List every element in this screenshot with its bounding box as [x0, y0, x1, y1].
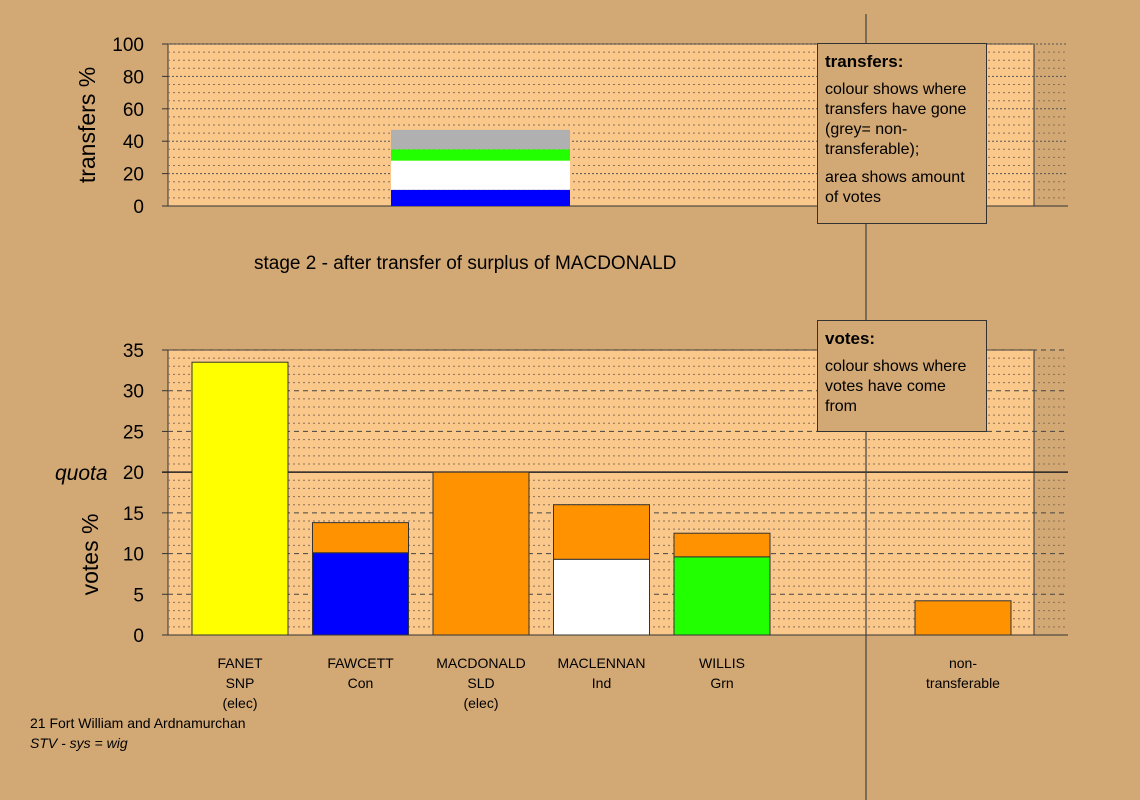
votes-y-tick-label: 30 — [123, 382, 144, 403]
transfers-y-tick-label: 60 — [123, 100, 144, 121]
votes-y-tick-label: 15 — [123, 504, 144, 525]
transfers-y-axis-label: transfers % — [74, 67, 100, 183]
system-label: STV - sys = wig — [30, 735, 128, 751]
candidate-label: SLD — [467, 675, 494, 691]
votes-y-axis-label: votes % — [77, 514, 103, 596]
transfer-segment — [391, 149, 570, 161]
candidate-bar-segment — [673, 556, 771, 636]
candidate-label: (elec) — [222, 695, 257, 711]
transfers-y-tick-label: 100 — [112, 35, 144, 56]
stage-title: stage 2 - after transfer of surplus of M… — [254, 253, 676, 274]
votes-legend: votes: colour shows where votes have com… — [817, 320, 987, 432]
votes-legend-heading: votes: — [825, 329, 876, 348]
transfers-y-tick-label: 20 — [123, 165, 144, 186]
votes-y-tick-label: 5 — [133, 585, 144, 606]
candidate-bar-segment — [432, 471, 530, 636]
votes-y-tick-label: 10 — [123, 545, 144, 566]
votes-y-tick-label: 25 — [123, 422, 144, 443]
transfers-y-tick-label: 40 — [123, 132, 144, 153]
candidate-label: MACDONALD — [436, 655, 525, 671]
transfers-legend-heading: transfers: — [825, 52, 904, 71]
quota-label: quota — [55, 462, 108, 485]
transfer-segment — [391, 189, 570, 206]
candidate-label: Con — [348, 675, 374, 691]
votes-y-tick-label: 35 — [123, 341, 144, 362]
transfers-legend-text-2: area shows amount of votes — [825, 169, 965, 206]
candidate-label: WILLIS — [699, 655, 745, 671]
candidate-label: (elec) — [463, 695, 498, 711]
votes-y-tick-label: 20 — [123, 463, 144, 484]
candidate-label: SNP — [226, 675, 255, 691]
candidate-label: transferable — [926, 675, 1000, 691]
transfers-legend: transfers: colour shows where transfers … — [817, 43, 987, 224]
transfers-y-tick-label: 0 — [133, 197, 144, 218]
votes-y-tick-label: 0 — [133, 626, 144, 647]
candidate-label: FAWCETT — [327, 655, 394, 671]
transfer-segment — [391, 129, 570, 150]
candidate-bar-segment — [553, 558, 650, 636]
candidate-bar-segment — [312, 522, 409, 554]
candidate-label: MACLENNAN — [558, 655, 646, 671]
candidate-bar-segment — [553, 504, 650, 560]
candidate-label: FANET — [217, 655, 263, 671]
candidate-bar-segment — [673, 532, 771, 558]
candidate-label: Ind — [592, 675, 611, 691]
votes-legend-text: colour shows where votes have come from — [825, 358, 967, 415]
candidate-bar-segment — [312, 552, 409, 636]
candidate-bar-segment — [191, 361, 289, 636]
transfers-y-tick-label: 80 — [123, 67, 144, 88]
constituency-label: 21 Fort William and Ardnamurchan — [30, 715, 246, 731]
candidate-bar-segment — [914, 600, 1012, 636]
transfer-segment — [391, 160, 570, 190]
candidate-label: non- — [949, 655, 977, 671]
transfers-legend-text-1: colour shows where transfers have gone (… — [825, 81, 967, 158]
candidate-label: Grn — [710, 675, 733, 691]
